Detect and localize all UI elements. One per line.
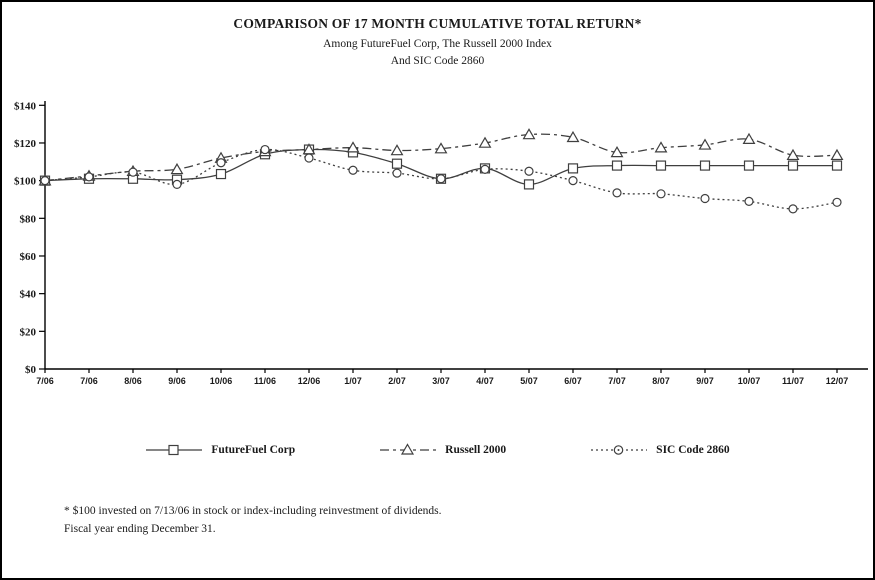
series-markers-russell-2000 — [38, 128, 844, 186]
svg-text:7/06: 7/06 — [36, 376, 54, 386]
footnote-line1: * $100 invested on 7/13/06 in stock or i… — [64, 505, 442, 517]
legend-item-russell-2000: Russell 2000 — [379, 443, 506, 457]
svg-text:4/07: 4/07 — [476, 376, 494, 386]
russell-line-marker-icon — [380, 443, 437, 455]
svg-text:6/07: 6/07 — [564, 376, 582, 386]
chart-footnote: * $100 invested on 7/13/06 in stock or i… — [64, 502, 442, 538]
svg-text:12/07: 12/07 — [826, 376, 849, 386]
chart-legend: FutureFuel Corp Russell 2000 SIC Code 28… — [2, 443, 873, 457]
svg-text:$0: $0 — [25, 364, 37, 376]
svg-text:9/07: 9/07 — [696, 376, 714, 386]
svg-text:1/07: 1/07 — [344, 376, 362, 386]
svg-text:7/06: 7/06 — [80, 376, 98, 386]
svg-text:$80: $80 — [20, 213, 37, 225]
svg-text:$40: $40 — [20, 289, 37, 301]
svg-text:11/07: 11/07 — [782, 376, 804, 386]
legend-label-sic: SIC Code 2860 — [656, 444, 730, 456]
chart-subtitle-line2: And SIC Code 2860 — [390, 55, 485, 67]
svg-text:7/07: 7/07 — [608, 376, 626, 386]
svg-text:$20: $20 — [20, 326, 37, 338]
svg-text:10/06: 10/06 — [210, 376, 233, 386]
svg-text:8/06: 8/06 — [124, 376, 142, 386]
svg-text:$100: $100 — [14, 176, 37, 188]
y-axis-ticks: $0 $20 $40 $60 $80 $100 $120 $140 — [14, 100, 45, 376]
svg-text:12/06: 12/06 — [298, 376, 321, 386]
legend-label-futurefuel: FutureFuel Corp — [211, 444, 296, 456]
svg-text:5/07: 5/07 — [520, 376, 538, 386]
x-axis-ticks: 7/06 7/06 8/06 9/06 10/06 11/06 12/06 1/07 2/07 3… — [36, 369, 848, 386]
svg-text:2/07: 2/07 — [388, 376, 406, 386]
series-line-futurefuel-corp — [44, 148, 837, 186]
futurefuel-line-marker-icon — [146, 444, 203, 456]
legend-item-futurefuel-corp: FutureFuel Corp — [145, 443, 295, 457]
axes — [44, 101, 868, 370]
chart-subtitle-line1: Among FutureFuel Corp, The Russell 2000 … — [323, 38, 552, 50]
svg-text:$140: $140 — [14, 100, 37, 112]
svg-text:$60: $60 — [20, 251, 37, 263]
svg-text:11/06: 11/06 — [254, 376, 276, 386]
legend-label-russell: Russell 2000 — [445, 444, 507, 456]
svg-text:3/07: 3/07 — [432, 376, 450, 386]
series-line-sic-code-2860 — [44, 148, 838, 210]
svg-text:8/07: 8/07 — [652, 376, 670, 386]
svg-text:$120: $120 — [14, 138, 37, 150]
svg-text:9/06: 9/06 — [168, 376, 186, 386]
legend-item-sic-code-2860: SIC Code 2860 — [590, 443, 730, 457]
footnote-line2: Fiscal year ending December 31. — [64, 523, 216, 535]
svg-text:10/07: 10/07 — [738, 376, 761, 386]
sic-line-marker-icon — [591, 445, 648, 455]
series-markers-sic-code-2860 — [40, 144, 842, 214]
chart-title: COMPARISON OF 17 MONTH CUMULATIVE TOTAL … — [233, 16, 642, 31]
series-line-russell-2000 — [44, 133, 838, 182]
series-markers-futurefuel-corp — [39, 144, 843, 190]
